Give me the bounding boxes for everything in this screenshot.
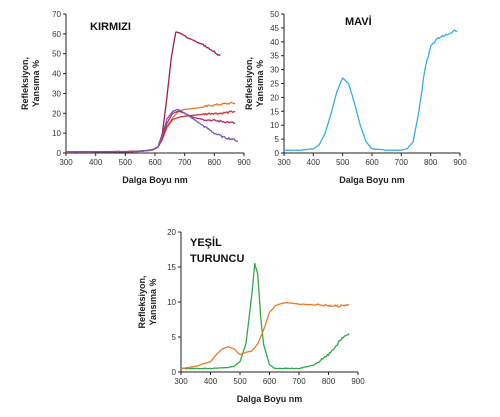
x-tick-label: 800 xyxy=(424,158,438,167)
chart-title: MAVİ xyxy=(345,15,372,28)
chart-2: 300 400 500 600 700 800 900 0 5 10 15 20 25 30 35 40 45 5… xyxy=(244,10,467,185)
y-tick-label: 0 xyxy=(172,368,177,377)
y-tick-label: 15 xyxy=(270,107,279,116)
y-tick-label: 5 xyxy=(275,135,280,144)
y-tick-label: 50 xyxy=(270,10,279,19)
y-tick-label: 30 xyxy=(270,66,279,75)
y-tick-label: 40 xyxy=(270,38,279,47)
legend-entry: TURUNCU xyxy=(190,253,244,265)
x-tick-label: 700 xyxy=(178,158,192,167)
x-axis-label: Dalga Boyu nm xyxy=(237,394,303,404)
y-tick-label: 35 xyxy=(270,52,279,61)
y-tick-label: 50 xyxy=(52,50,61,59)
y-axis-label: Refleksiyon, xyxy=(244,57,254,110)
series-line-3 xyxy=(65,110,236,153)
x-tick-label: 600 xyxy=(263,377,277,386)
series-line-1 xyxy=(180,262,350,370)
y-axis-label: Refleksiyon, xyxy=(20,57,30,110)
x-tick-label: 300 xyxy=(277,158,291,167)
x-tick-label: 800 xyxy=(208,158,222,167)
chart-3: 300 400 500 600 700 800 900 0 5 10 15 20 Dalga Boyu … xyxy=(137,228,365,404)
series-line-5 xyxy=(65,108,239,153)
x-tick-label: 600 xyxy=(365,158,379,167)
legend-entry: YEŞİL xyxy=(190,236,222,249)
series-line-4 xyxy=(65,110,236,153)
y-tick-label: 25 xyxy=(270,80,279,89)
x-tick-label: 700 xyxy=(395,158,409,167)
y-axis-label: Yansıma % xyxy=(148,278,158,325)
x-tick-label: 400 xyxy=(307,158,321,167)
y-tick-label: 5 xyxy=(172,333,177,342)
chart-title: KIRMIZI xyxy=(90,21,131,33)
x-tick-label: 700 xyxy=(292,377,306,386)
y-tick-label: 30 xyxy=(52,89,61,98)
chart-1: 300 400 500 600 700 800 900 0 10 20 30 40 50 60 70 Dalg… xyxy=(20,10,251,185)
series-line-2 xyxy=(180,302,350,370)
x-tick-label: 300 xyxy=(59,158,73,167)
x-tick-label: 800 xyxy=(322,377,336,386)
y-axis-label: Refleksiyon, xyxy=(137,275,147,328)
y-axis-label: Yansıma % xyxy=(31,60,41,107)
x-axis-label: Dalga Boyu nm xyxy=(122,175,188,185)
y-tick-label: 0 xyxy=(57,149,62,158)
x-tick-label: 900 xyxy=(351,377,365,386)
series-line-1 xyxy=(66,31,221,153)
x-tick-label: 600 xyxy=(148,158,162,167)
y-tick-label: 60 xyxy=(52,30,61,39)
x-tick-label: 500 xyxy=(336,158,350,167)
y-tick-label: 0 xyxy=(275,149,280,158)
y-tick-label: 20 xyxy=(52,109,61,118)
y-axis-label: Yansıma % xyxy=(255,60,265,107)
y-tick-label: 10 xyxy=(167,298,176,307)
x-axis-label: Dalga Boyu nm xyxy=(339,175,405,185)
series-line-1 xyxy=(283,29,458,152)
y-tick-label: 20 xyxy=(270,93,279,102)
x-tick-label: 500 xyxy=(119,158,133,167)
y-tick-label: 10 xyxy=(52,129,61,138)
x-tick-label: 400 xyxy=(89,158,103,167)
x-tick-label: 500 xyxy=(233,377,247,386)
y-tick-label: 15 xyxy=(167,263,176,272)
y-tick-label: 70 xyxy=(52,10,61,19)
series-line-2 xyxy=(65,101,236,153)
x-tick-label: 400 xyxy=(204,377,218,386)
x-tick-label: 300 xyxy=(174,377,188,386)
x-tick-label: 900 xyxy=(237,158,251,167)
y-tick-label: 40 xyxy=(52,70,61,79)
x-tick-label: 900 xyxy=(453,158,467,167)
y-tick-label: 20 xyxy=(167,228,176,237)
y-tick-label: 10 xyxy=(270,121,279,130)
y-tick-label: 45 xyxy=(270,24,279,33)
